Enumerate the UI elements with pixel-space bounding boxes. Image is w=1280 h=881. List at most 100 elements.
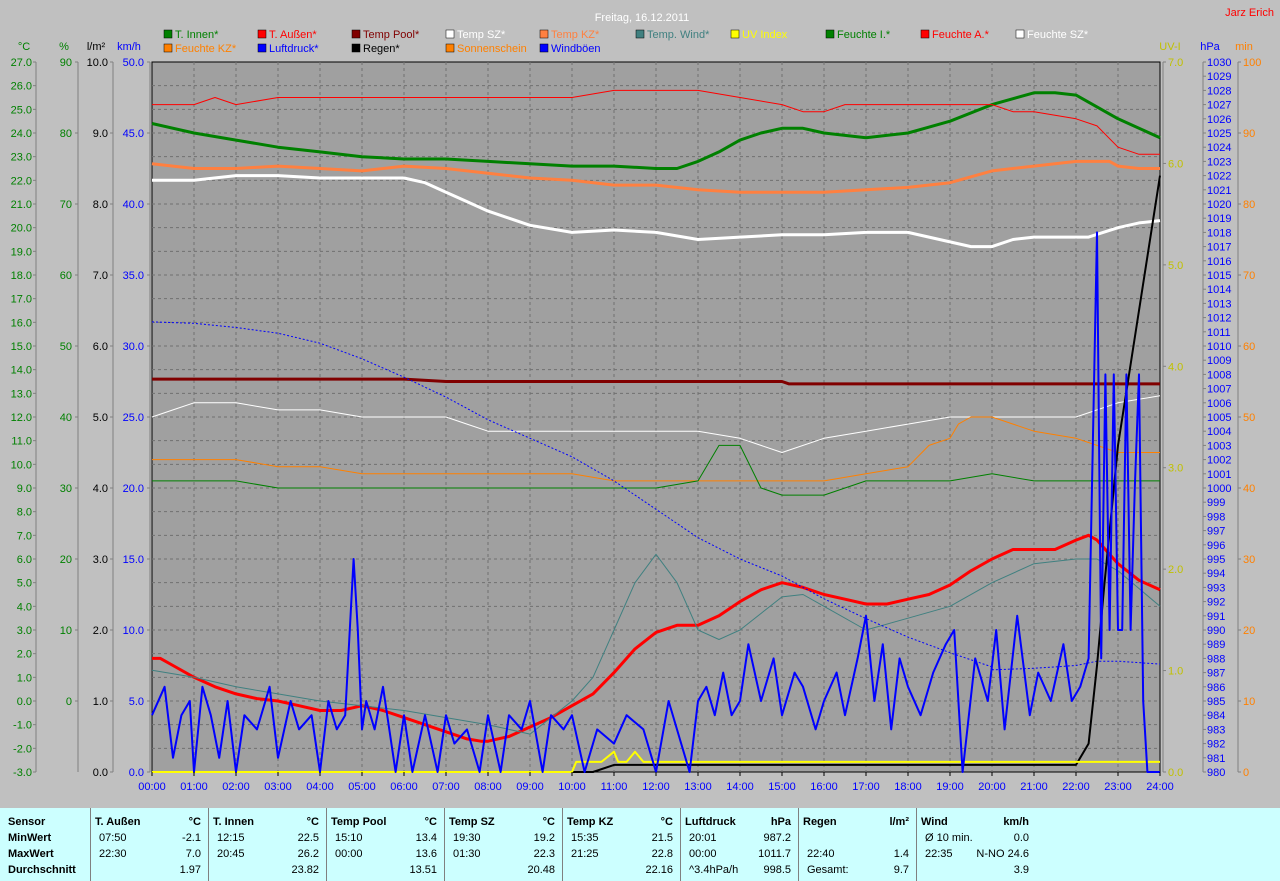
- axis-tick-label: 11.0: [11, 436, 32, 448]
- stat-min-val: 19.2: [533, 832, 555, 844]
- axis-tick-label: 1010: [1207, 341, 1231, 353]
- stat-avg-val: 1.97: [179, 864, 201, 876]
- legend-label: Feuchte I.*: [837, 29, 891, 41]
- axis-tick-label: 8.0: [17, 507, 32, 519]
- x-tick-label: 10:00: [558, 781, 586, 793]
- axis-tick-label: 1006: [1207, 398, 1231, 410]
- series-line: [152, 750, 1160, 773]
- axis-tick-label: 12.0: [11, 412, 32, 424]
- axis-tick-label: 0.0: [93, 767, 108, 779]
- stat-block: Luftdruck hPa 20:01 987.2 00:00 1011.7 ^3.4hPa…: [680, 808, 797, 881]
- x-tick-label: 14:00: [726, 781, 754, 793]
- x-tick-label: 04:00: [306, 781, 334, 793]
- axis-tick-label: 1029: [1207, 71, 1231, 83]
- series-line: [152, 377, 1160, 386]
- chart-author: Jarz Erich: [1225, 7, 1274, 19]
- axis-unit-label: l/m²: [87, 41, 106, 53]
- legend-swatch: [445, 43, 455, 53]
- x-tick-label: 02:00: [222, 781, 250, 793]
- axis-tick-label: 50.0: [123, 57, 144, 69]
- stat-avg-val: 9.7: [893, 864, 909, 876]
- x-tick-label: 19:00: [936, 781, 964, 793]
- axis-tick-label: 987: [1207, 668, 1225, 680]
- stat-avg-val: 22.16: [645, 864, 673, 876]
- axis-unit-label: hPa: [1200, 41, 1220, 53]
- axis-tick-label: 992: [1207, 597, 1225, 609]
- axis-tick-label: 45.0: [123, 128, 144, 140]
- axis-tick-label: 990: [1207, 625, 1225, 637]
- axis-tick-label: 6.0: [17, 554, 32, 566]
- axis-tick-label: 1025: [1207, 128, 1231, 140]
- x-tick-label: 12:00: [642, 781, 670, 793]
- stat-min-time: 15:10: [335, 832, 363, 844]
- x-tick-label: 09:00: [516, 781, 544, 793]
- axis-tick-label: 1027: [1207, 100, 1231, 112]
- stat-unit: l/m²: [889, 816, 909, 828]
- stat-min-time: 12:15: [217, 832, 245, 844]
- stat-title: Temp KZ: [567, 816, 614, 828]
- axis-tick-label: 13.0: [11, 388, 32, 400]
- axis-tick-label: 7.0: [1168, 57, 1183, 69]
- legend-label: Temp. Wind*: [647, 29, 710, 41]
- axis-tick-label: 1018: [1207, 227, 1231, 239]
- x-tick-label: 06:00: [390, 781, 418, 793]
- stat-max-time: 22:30: [99, 848, 127, 860]
- stat-avg-val: 23.82: [291, 864, 319, 876]
- stat-unit: hPa: [770, 816, 791, 828]
- stat-block: Regen l/m² 22:40 1.4 Gesamt: 9.7: [798, 808, 915, 881]
- stat-max-val: 22.8: [651, 848, 673, 860]
- x-tick-label: 24:00: [1146, 781, 1174, 793]
- axis-tick-label: 2.0: [93, 625, 108, 637]
- series-line: [151, 321, 1161, 671]
- axis-tick-label: 80: [1243, 199, 1255, 211]
- stat-avg-time: ^3.4hPa/h: [689, 864, 739, 876]
- stat-min-time: 07:50: [99, 832, 127, 844]
- axis-tick-label: 1003: [1207, 440, 1231, 452]
- axis-unit-label: UV-I: [1159, 41, 1180, 53]
- legend-swatch: [920, 29, 930, 39]
- axis-unit-label: %: [59, 41, 69, 53]
- series-line: [152, 89, 1160, 155]
- axis-tick-label: 19.0: [11, 246, 32, 258]
- axis-tick-label: 40.0: [123, 199, 144, 211]
- stat-min-time: 19:30: [453, 832, 481, 844]
- stat-max-val: 7.0: [185, 848, 201, 860]
- stat-title: Temp SZ: [449, 816, 495, 828]
- axis-tick-label: 993: [1207, 582, 1225, 594]
- x-tick-label: 17:00: [852, 781, 880, 793]
- axis-tick-label: 1013: [1207, 298, 1231, 310]
- stat-unit: °C: [660, 816, 673, 828]
- x-tick-label: 18:00: [894, 781, 922, 793]
- series-line: [152, 174, 1161, 249]
- axis-tick-label: 1022: [1207, 171, 1231, 183]
- axis-tick-label: 40: [1243, 483, 1255, 495]
- x-tick-label: 20:00: [978, 781, 1006, 793]
- stat-max-time: 22:35: [925, 848, 953, 860]
- weather-chart: Freitag, 16.12.2011 Jarz Erich T. Innen*…: [11, 7, 1274, 793]
- axis-tick-label: 1026: [1207, 114, 1231, 126]
- axis-tick-label: 1028: [1207, 85, 1231, 97]
- axis-tick-label: 60: [1243, 341, 1255, 353]
- legend-swatch: [163, 43, 173, 53]
- stat-max-time: 22:40: [807, 848, 835, 860]
- axis-tick-label: 5.0: [17, 578, 32, 590]
- axis-tick-label: 20: [1243, 625, 1255, 637]
- legend-swatch: [539, 29, 549, 39]
- axis-tick-label: 3.0: [93, 554, 108, 566]
- stat-avg-time: Gesamt:: [807, 864, 849, 876]
- stats-label-avg: Durchschnitt: [8, 864, 76, 876]
- axis-tick-label: 3.0: [17, 625, 32, 637]
- stats-table: Sensor MinWert MaxWert Durchschnitt T. A…: [0, 808, 1280, 881]
- axis-tick-label: 1021: [1207, 185, 1231, 197]
- x-tick-label: 13:00: [684, 781, 712, 793]
- series-line: [151, 91, 1161, 170]
- stat-title: T. Innen: [213, 816, 254, 828]
- axis-tick-label: 1.0: [17, 672, 32, 684]
- stat-block: Temp KZ °C 15:35 21.5 21:25 22.8 22.16: [562, 808, 679, 881]
- axis-tick-label: 1014: [1207, 284, 1231, 296]
- stat-block: Temp Pool °C 15:10 13.4 00:00 13.6 13.51: [326, 808, 443, 881]
- axis-tick-label: 2.0: [1168, 564, 1183, 576]
- axis-tick-label: 4.0: [93, 483, 108, 495]
- stat-title: Luftdruck: [685, 816, 736, 828]
- legend-label: Luftdruck*: [269, 43, 319, 55]
